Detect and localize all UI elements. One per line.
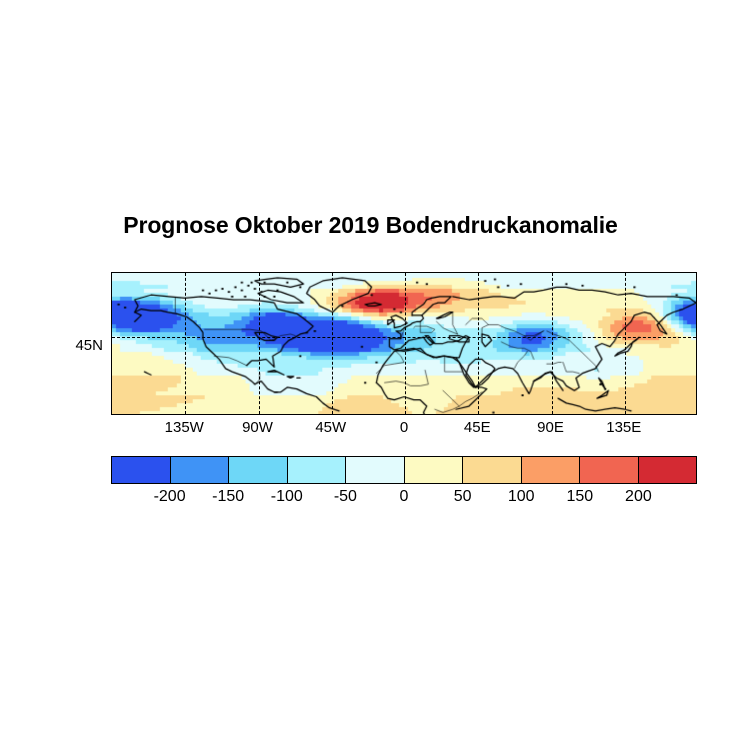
colorbar-segment bbox=[287, 457, 346, 483]
colorbar-segment bbox=[346, 457, 405, 483]
page-title: Prognose Oktober 2019 Bodendruckanomalie bbox=[123, 212, 618, 238]
x-axis-tick-label: 135W bbox=[164, 419, 204, 436]
colorbar-tick-label: -50 bbox=[333, 488, 357, 505]
colorbar-tick-label: -150 bbox=[212, 488, 245, 505]
colorbar-tick-label: 150 bbox=[566, 488, 594, 505]
colorbar-tick-label: 100 bbox=[507, 488, 535, 505]
colorbar-segment bbox=[170, 457, 229, 483]
colorbar-segment bbox=[112, 457, 171, 483]
colorbar-tick-label: 0 bbox=[399, 488, 409, 505]
colorbar-tick-label: -100 bbox=[270, 488, 303, 505]
colorbar-segment bbox=[580, 457, 639, 483]
colorbar-tick-label: -200 bbox=[153, 488, 186, 505]
x-axis-tick-label: 135E bbox=[606, 419, 642, 436]
colorbar-segment bbox=[404, 457, 463, 483]
colorbar-segment bbox=[463, 457, 522, 483]
x-axis-tick-label: 45E bbox=[463, 419, 491, 436]
x-axis-tick-label: 90E bbox=[537, 419, 564, 436]
colorbar-segment bbox=[229, 457, 288, 483]
anomaly-heatmap-canvas bbox=[112, 273, 696, 414]
colorbar-tick-label: 200 bbox=[625, 488, 652, 505]
y-axis-tick-label-45n: 45N bbox=[75, 337, 103, 354]
colorbar-tick-label: 50 bbox=[453, 488, 472, 505]
colorbar bbox=[111, 456, 697, 484]
colorbar-segment bbox=[521, 457, 580, 483]
x-axis-tick-label: 0 bbox=[399, 419, 409, 436]
anomaly-map bbox=[111, 272, 697, 415]
colorbar-segment bbox=[638, 457, 696, 483]
x-axis-tick-label: 90W bbox=[242, 419, 273, 436]
x-axis-tick-label: 45W bbox=[315, 419, 347, 436]
